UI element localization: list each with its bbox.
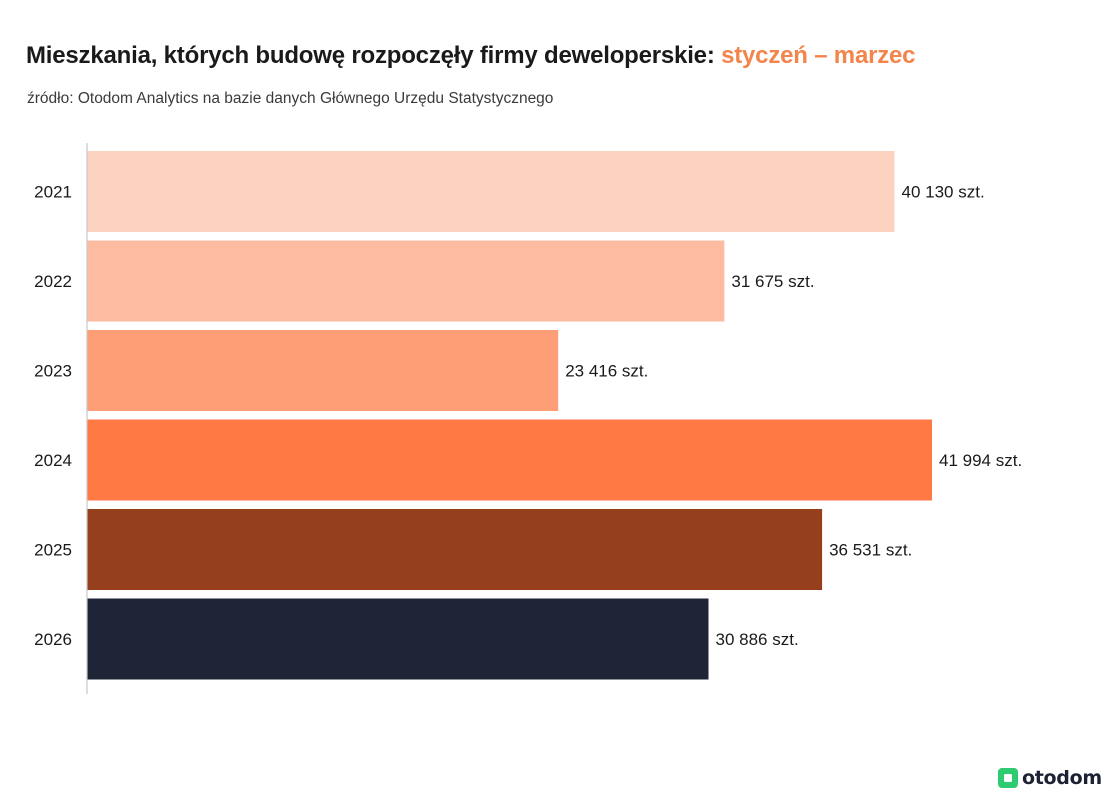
bar-group-2021: 2021 40 130 szt. xyxy=(34,151,985,232)
category-label-2022: 2022 xyxy=(34,272,72,291)
bar-2021 xyxy=(87,151,895,232)
value-label-2026: 30 886 szt. xyxy=(716,630,799,649)
bar-2024 xyxy=(87,419,932,501)
value-label-2024: 41 994 szt. xyxy=(939,451,1022,470)
bar-group-2023: 2023 23 416 szt. xyxy=(34,330,648,411)
value-label-2022: 31 675 szt. xyxy=(731,272,814,291)
bar-2023 xyxy=(87,330,559,411)
chart-title-period: styczeń – marzec xyxy=(721,42,916,69)
category-label-2025: 2025 xyxy=(34,541,72,560)
bar-group-2025: 2025 36 531 szt. xyxy=(34,509,912,590)
bar-2022 xyxy=(87,240,725,322)
value-label-2025: 36 531 szt. xyxy=(829,541,912,560)
bar-group-2026: 2026 30 886 szt. xyxy=(34,598,799,680)
bar-2025 xyxy=(87,509,823,590)
category-label-2026: 2026 xyxy=(34,630,72,649)
value-label-2023: 23 416 szt. xyxy=(565,362,648,381)
bar-group-2024: 2024 41 994 szt. xyxy=(34,419,1022,501)
chart-title-main: Mieszkania, których budowę rozpoczęły fi… xyxy=(26,42,722,69)
value-label-2021: 40 130 szt. xyxy=(902,183,985,202)
category-label-2021: 2021 xyxy=(34,183,72,202)
otodom-logo: otodom xyxy=(998,767,1102,789)
otodom-logo-icon xyxy=(998,768,1018,788)
chart-source: źródło: Otodom Analytics na bazie danych… xyxy=(27,90,554,107)
category-label-2023: 2023 xyxy=(34,362,72,381)
category-label-2024: 2024 xyxy=(34,451,72,470)
bar-group-2022: 2022 31 675 szt. xyxy=(34,240,815,322)
bar-2026 xyxy=(87,598,709,680)
logo-text: otodom xyxy=(1022,767,1102,789)
chart-title: Mieszkania, których budowę rozpoczęły fi… xyxy=(26,42,916,70)
